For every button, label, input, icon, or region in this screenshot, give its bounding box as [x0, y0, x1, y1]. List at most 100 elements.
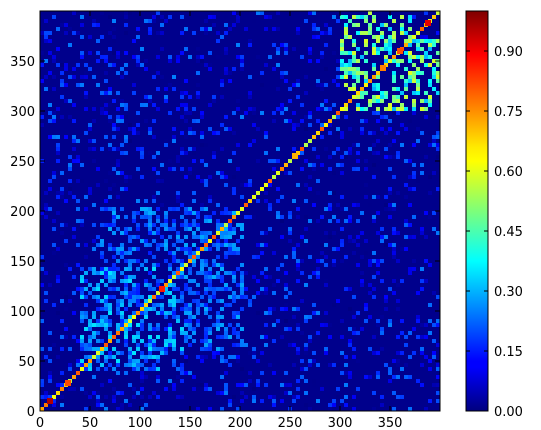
- heatmap-cell: [424, 211, 428, 215]
- heatmap-cell: [336, 147, 340, 151]
- heatmap-cell: [116, 171, 120, 175]
- heatmap-cell: [160, 307, 164, 311]
- heatmap-cell: [148, 287, 152, 291]
- heatmap-cell: [76, 63, 80, 67]
- heatmap-cell: [160, 203, 164, 207]
- heatmap-cell: [216, 255, 220, 259]
- heatmap-cell: [288, 239, 292, 243]
- heatmap-cell: [228, 79, 232, 83]
- heatmap-cell: [320, 31, 324, 35]
- heatmap-cell: [312, 383, 316, 387]
- heatmap-cell: [108, 307, 112, 311]
- heatmap-cell: [364, 251, 368, 255]
- heatmap-cell: [352, 15, 356, 19]
- heatmap-cell: [176, 299, 180, 303]
- heatmap-cell: [84, 243, 88, 247]
- heatmap-cell: [60, 299, 64, 303]
- heatmap-cell: [352, 51, 356, 55]
- heatmap-cell: [184, 47, 188, 51]
- heatmap-cell: [424, 407, 428, 411]
- heatmap-cell: [408, 187, 412, 191]
- heatmap-cell: [388, 319, 392, 323]
- heatmap-cell: [232, 251, 236, 255]
- heatmap-cell: [192, 223, 196, 227]
- heatmap-cell: [376, 47, 380, 51]
- heatmap-cell: [304, 19, 308, 23]
- heatmap-cell: [104, 275, 108, 279]
- heatmap-cell: [48, 375, 52, 379]
- heatmap-cell: [428, 399, 432, 403]
- heatmap-cell: [72, 31, 76, 35]
- heatmap-cell: [188, 291, 192, 295]
- heatmap-cell: [416, 179, 420, 183]
- heatmap-cell: [72, 67, 76, 71]
- heatmap-cell: [108, 227, 112, 231]
- heatmap-cell: [428, 143, 432, 147]
- heatmap-cell: [80, 83, 84, 87]
- heatmap-cell: [80, 279, 84, 283]
- heatmap-cell: [272, 283, 276, 287]
- heatmap-cell: [180, 91, 184, 95]
- heatmap-cell: [164, 247, 168, 251]
- heatmap-cell: [184, 227, 188, 231]
- heatmap-cell: [128, 295, 132, 299]
- heatmap-cell: [308, 255, 312, 259]
- heatmap-cell: [108, 147, 112, 151]
- heatmap-cell: [336, 67, 340, 71]
- colorbar-tick-label: 0.90: [494, 45, 523, 60]
- heatmap-cell: [188, 279, 192, 283]
- heatmap-cell: [224, 15, 228, 19]
- heatmap-cell: [336, 219, 340, 223]
- heatmap-cell: [64, 295, 68, 299]
- heatmap-cell: [356, 359, 360, 363]
- heatmap-cell: [196, 215, 200, 219]
- heatmap-cell: [120, 319, 124, 323]
- heatmap-cell: [364, 19, 368, 23]
- heatmap-cell: [196, 91, 200, 95]
- heatmap-cell: [284, 107, 288, 111]
- heatmap-cell: [280, 71, 284, 75]
- heatmap-cell: [144, 299, 148, 303]
- heatmap-cell: [224, 207, 228, 211]
- heatmap-cell: [240, 287, 244, 291]
- heatmap-cell: [108, 15, 112, 19]
- heatmap-cell: [172, 127, 176, 131]
- heatmap-cell: [344, 107, 348, 111]
- heatmap-cell: [384, 55, 388, 59]
- heatmap-cell: [152, 75, 156, 79]
- heatmap-cell: [68, 167, 72, 171]
- heatmap-cell: [60, 187, 64, 191]
- heatmap-cell: [244, 27, 248, 31]
- heatmap-cell: [40, 383, 44, 387]
- heatmap-cell: [156, 327, 160, 331]
- heatmap-cell: [124, 135, 128, 139]
- heatmap-cell: [124, 23, 128, 27]
- heatmap-cell: [260, 111, 264, 115]
- heatmap-cell: [152, 119, 156, 123]
- heatmap-cell: [120, 207, 124, 211]
- heatmap-cell: [340, 63, 344, 67]
- heatmap-cell: [192, 375, 196, 379]
- heatmap-cell: [212, 291, 216, 295]
- colorbar-tick-label: 0.45: [494, 225, 523, 240]
- heatmap-cell: [296, 327, 300, 331]
- heatmap-cell: [240, 343, 244, 347]
- heatmap-cell: [168, 275, 172, 279]
- heatmap-cells: [40, 11, 440, 411]
- heatmap-cell: [100, 319, 104, 323]
- heatmap-cell: [400, 27, 404, 31]
- heatmap-cell: [128, 319, 132, 323]
- heatmap-cell: [364, 83, 368, 87]
- heatmap-cell: [92, 347, 96, 351]
- heatmap-cell: [432, 203, 436, 207]
- heatmap-cell: [188, 207, 192, 211]
- heatmap-cell: [204, 235, 208, 239]
- heatmap-cell: [84, 207, 88, 211]
- heatmap-cell: [400, 331, 404, 335]
- heatmap-cell: [420, 107, 424, 111]
- heatmap-cell: [436, 91, 440, 95]
- heatmap-cell: [116, 259, 120, 263]
- heatmap-cell: [200, 247, 204, 251]
- heatmap-cell: [116, 247, 120, 251]
- heatmap-cell: [388, 143, 392, 147]
